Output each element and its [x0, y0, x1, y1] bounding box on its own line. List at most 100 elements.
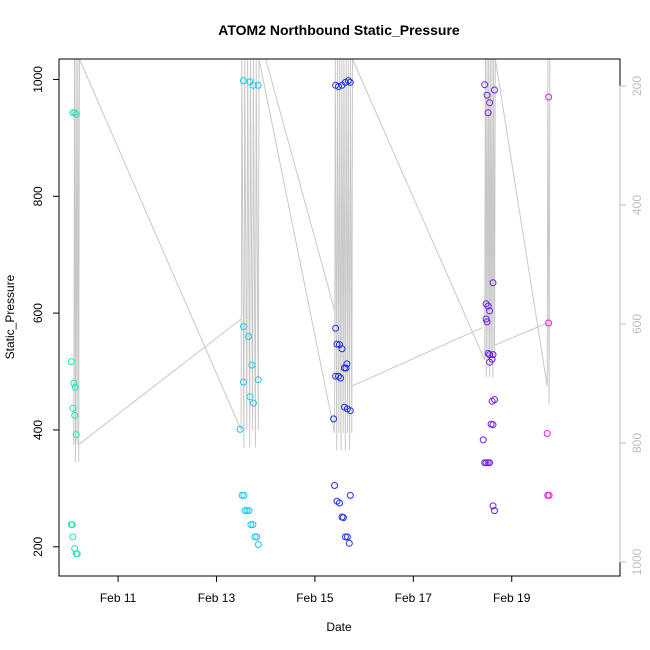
data-point [71, 411, 79, 419]
data-point [248, 361, 256, 369]
data-point [491, 507, 498, 515]
data-point [69, 533, 77, 541]
data-point [489, 279, 497, 287]
data-point [346, 78, 354, 86]
y-tick-label: 200 [31, 536, 45, 556]
data-point [243, 507, 251, 515]
data-point [344, 77, 352, 85]
data-point [247, 521, 255, 529]
data-point [338, 345, 346, 353]
y-tick-label: 600 [31, 303, 45, 323]
y-axis: 200 400 600 800 1000 [31, 66, 60, 557]
data-point [330, 415, 338, 423]
right-tick-label: 400 [630, 195, 644, 215]
data-point [238, 491, 246, 499]
x-axis: Feb 11 Feb 13 Feb 15 Feb 17 Feb 19 [100, 575, 531, 605]
data-point [486, 459, 494, 467]
data-point [335, 83, 342, 90]
data-point [68, 521, 76, 529]
data-point [484, 349, 492, 357]
data-point [249, 521, 257, 529]
depth-trace-drift [351, 327, 483, 387]
y-tick-label: 1000 [31, 66, 45, 93]
data-point [67, 358, 75, 366]
y-axis-label: Static_Pressure [3, 274, 17, 359]
x-axis-label: Date [326, 620, 352, 634]
right-tick-label: 200 [630, 76, 644, 96]
data-point [488, 397, 496, 405]
data-point [545, 491, 553, 499]
data-point [245, 507, 253, 515]
data-point [482, 315, 490, 323]
data-point [240, 77, 247, 85]
data-point [545, 93, 553, 101]
data-point [339, 514, 347, 522]
data-point [341, 533, 349, 541]
data-point [71, 109, 79, 117]
y-tick-label: 400 [31, 420, 45, 440]
data-point [71, 383, 79, 391]
data-point [491, 86, 498, 94]
data-point [342, 364, 350, 372]
data-point [484, 109, 492, 117]
data-point [486, 99, 494, 107]
chart-title: ATOM2 Northbound Static_Pressure [218, 22, 460, 38]
data-point [70, 379, 78, 387]
data-point [246, 78, 254, 86]
data-point [332, 324, 340, 332]
data-point [343, 533, 351, 541]
data-point [69, 109, 77, 117]
data-point [486, 358, 494, 366]
depth-trace-group [73, 58, 551, 463]
data-point [72, 431, 80, 439]
data-point [73, 550, 81, 558]
depth-trace-drift [265, 58, 336, 311]
data-point [332, 372, 340, 380]
depth-trace-spikes [73, 58, 551, 463]
y-tick-label: 800 [31, 186, 45, 206]
data-point [69, 404, 77, 412]
data-point [236, 425, 244, 433]
data-point [545, 319, 553, 327]
right-tick-label: 800 [630, 433, 644, 453]
data-point [240, 323, 247, 331]
data-point [483, 318, 491, 326]
depth-trace-drift [494, 322, 548, 346]
x-tick-label: Feb 15 [296, 591, 334, 605]
data-point [345, 539, 353, 547]
data-point [481, 81, 489, 89]
right-tick-label: 1000 [630, 548, 644, 575]
data-point [335, 372, 342, 380]
data-point [240, 491, 248, 499]
x-tick-label: Feb 13 [198, 591, 236, 605]
right-tick-label: 600 [630, 314, 644, 334]
data-point [483, 91, 491, 99]
data-point [336, 499, 343, 507]
data-point [254, 81, 262, 89]
data-point [346, 491, 354, 499]
data-point [486, 307, 494, 315]
data-points-group [67, 77, 553, 558]
data-point [246, 393, 254, 401]
data-point [249, 399, 257, 407]
data-point [72, 111, 80, 118]
data-point [249, 81, 257, 89]
data-point [489, 502, 497, 510]
data-point [346, 407, 354, 415]
data-point [484, 302, 492, 310]
data-point [251, 533, 259, 541]
x-tick-label: Feb 11 [100, 591, 137, 605]
data-point [253, 533, 261, 541]
data-point [254, 541, 262, 548]
x-tick-label: Feb 17 [395, 591, 433, 605]
data-point [489, 351, 497, 359]
depth-trace-drift [78, 318, 242, 445]
data-point [331, 482, 339, 489]
data-point [543, 430, 551, 437]
data-point [479, 436, 487, 444]
data-point [482, 300, 490, 308]
data-point [245, 333, 252, 340]
data-point [489, 421, 497, 429]
data-point [254, 376, 262, 384]
